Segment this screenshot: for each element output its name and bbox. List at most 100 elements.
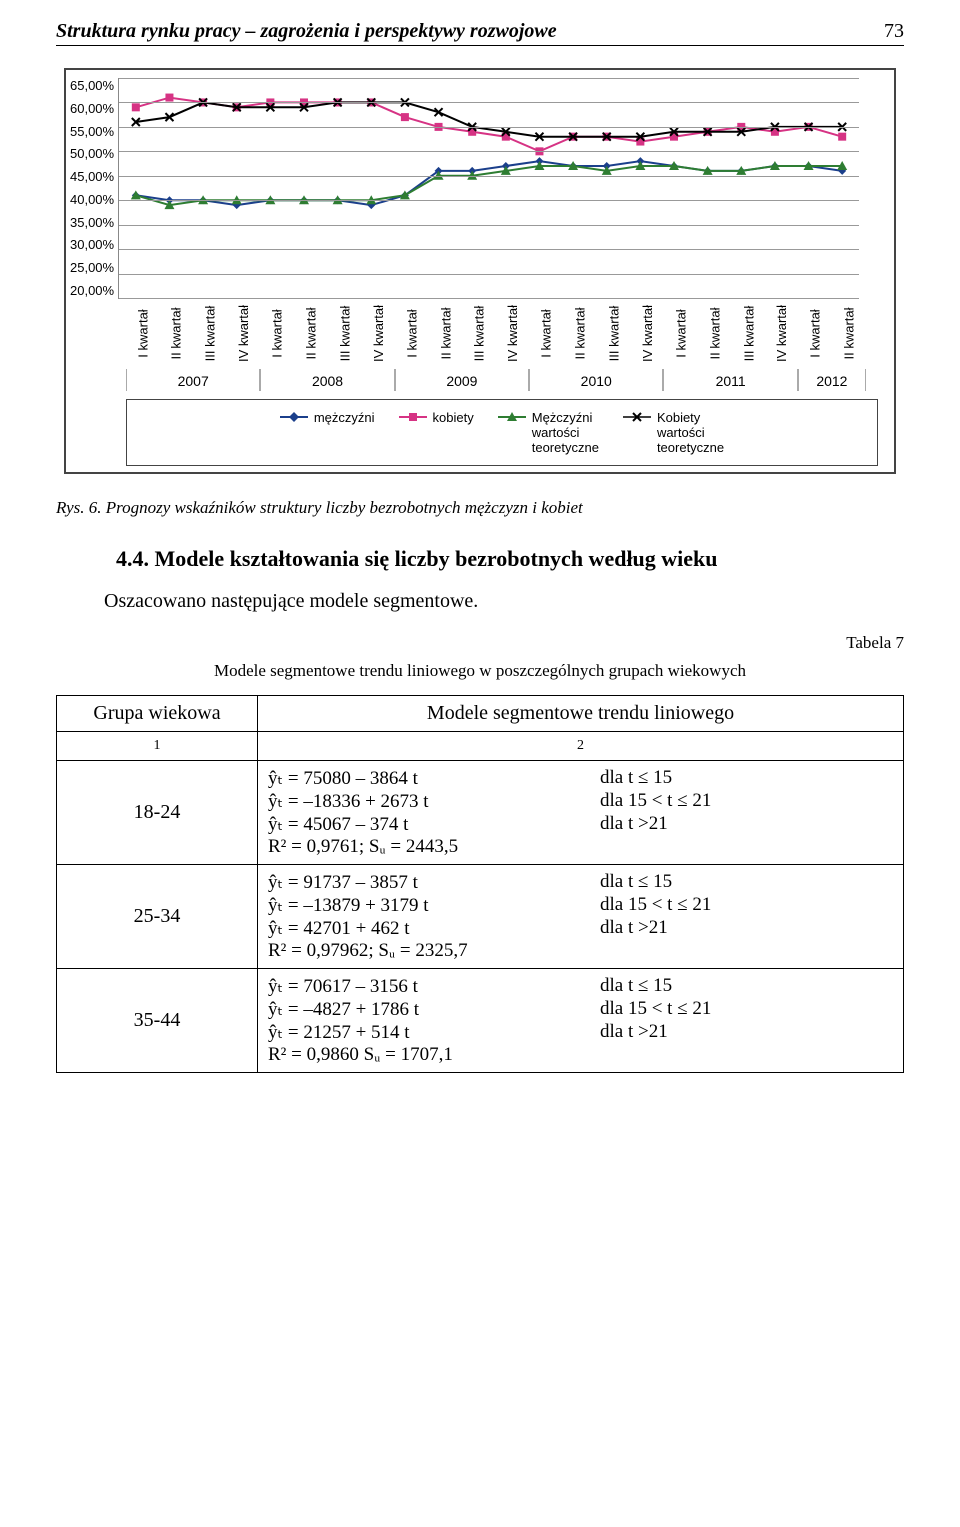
x-tick-label: II kwartał: [169, 307, 184, 359]
x-tick: I kwartał: [664, 299, 698, 369]
y-tick-label: 65,00%: [70, 78, 114, 93]
chart-y-axis: 65,00% 60,00% 55,00% 50,00% 45,00% 40,00% 35,0…: [70, 78, 118, 298]
y-tick-label: 20,00%: [70, 283, 114, 298]
series-line: [136, 98, 842, 152]
equation-expr: ŷₜ = 21257 + 514 t: [268, 1021, 568, 1044]
grid-line: [119, 249, 859, 250]
x-tick-label: III kwartał: [472, 306, 487, 362]
year-label: 2011: [663, 369, 797, 391]
y-tick-label: 60,00%: [70, 101, 114, 116]
diamond-icon: [280, 410, 308, 424]
group-cell: 18-24: [57, 761, 258, 865]
group-cell: 25-34: [57, 865, 258, 969]
equation-row: ŷₜ = 70617 – 3156 t dla t ≤ 15: [268, 975, 893, 998]
x-tick: IV kwartał: [361, 299, 395, 369]
x-tick: II kwartał: [698, 299, 732, 369]
grid-line: [119, 225, 859, 226]
chart-x-axis: I kwartałII kwartałIII kwartałIV kwartał…: [126, 299, 866, 369]
equation-expr: ŷₜ = 45067 – 374 t: [268, 813, 568, 836]
legend-label: kobiety: [433, 410, 474, 425]
series-line: [136, 161, 842, 205]
section-heading: 4.4. Modele kształtowania się liczby bez…: [116, 546, 904, 572]
year-label: 2012: [798, 369, 866, 391]
x-tick: II kwartał: [294, 299, 328, 369]
equation-expr: R² = 0,9761; Sᵤ = 2443,5: [268, 836, 568, 858]
equation-row: ŷₜ = –4827 + 1786 t dla 15 < t ≤ 21: [268, 998, 893, 1021]
grid-line: [119, 176, 859, 177]
year-label: 2010: [529, 369, 663, 391]
legend-item-mezczyzni-teor: Mężczyźni wartości teoretyczne: [498, 410, 599, 455]
table-row: 35-44ŷₜ = 70617 – 3156 tdla t ≤ 15ŷₜ = –…: [57, 969, 904, 1073]
chart-plot-area: [118, 78, 859, 299]
grid-line: [119, 78, 859, 79]
x-tick: II kwartał: [563, 299, 597, 369]
x-tick: II kwartał: [832, 299, 866, 369]
equation-cond: dla t >21: [600, 813, 668, 836]
table-models: Grupa wiekowa Modele segmentowe trendu l…: [56, 695, 904, 1073]
equation-expr: ŷₜ = –4827 + 1786 t: [268, 998, 568, 1021]
body-paragraph: Oszacowano następujące modele segmentowe…: [56, 590, 904, 613]
y-tick-label: 55,00%: [70, 124, 114, 139]
x-tick-label: I kwartał: [135, 309, 150, 357]
equation-cond: dla t ≤ 15: [600, 767, 672, 790]
x-tick: III kwartał: [462, 299, 496, 369]
x-tick-label: III kwartał: [203, 306, 218, 362]
x-tick: II kwartał: [429, 299, 463, 369]
equation-row: ŷₜ = –13879 + 3179 tdla 15 < t ≤ 21: [268, 894, 893, 917]
series-marker: [166, 94, 174, 102]
x-tick: IV kwartał: [496, 299, 530, 369]
x-tick: IV kwartał: [227, 299, 261, 369]
y-tick-label: 45,00%: [70, 169, 114, 184]
running-head: Struktura rynku pracy – zagrożenia i per…: [56, 20, 904, 46]
equation-expr: ŷₜ = –18336 + 2673 t: [268, 790, 568, 813]
table-idx-left: 1: [57, 732, 258, 761]
section-title: Modele kształtowania się liczby bezrobot…: [155, 546, 718, 571]
y-tick-label: 50,00%: [70, 146, 114, 161]
y-tick-label: 25,00%: [70, 260, 114, 275]
table-head-row: Grupa wiekowa Modele segmentowe trendu l…: [57, 696, 904, 732]
legend-item-kobiety-teor: Kobiety wartości teoretyczne: [623, 410, 724, 455]
equation-expr: ŷₜ = 91737 – 3857 t: [268, 871, 568, 894]
x-tick: II kwartał: [160, 299, 194, 369]
y-tick-label: 35,00%: [70, 215, 114, 230]
equation-expr: ŷₜ = 75080 – 3864 t: [268, 767, 568, 790]
grid-line: [119, 151, 859, 152]
equation-row: ŷₜ = 75080 – 3864 t dla t ≤ 15: [268, 767, 893, 790]
equation-cond: dla t >21: [600, 917, 668, 940]
equation-cond: dla 15 < t ≤ 21: [600, 998, 711, 1021]
equations-cell: ŷₜ = 75080 – 3864 t dla t ≤ 15 ŷₜ = –18336…: [258, 761, 904, 865]
grid-line: [119, 200, 859, 201]
equation-expr: ŷₜ = 70617 – 3156 t: [268, 975, 568, 998]
equation-row: ŷₜ = 91737 – 3857 tdla t ≤ 15: [268, 871, 893, 894]
legend-item-kobiety: kobiety: [399, 410, 474, 455]
equation-row: ŷₜ = 45067 – 374 t dla t >21: [268, 813, 893, 836]
x-tick-label: II kwartał: [842, 307, 857, 359]
year-label: 2007: [126, 369, 260, 391]
x-tick: I kwartał: [126, 299, 160, 369]
x-tick-label: II kwartał: [573, 307, 588, 359]
x-tick-label: IV kwartał: [640, 305, 655, 362]
y-tick-label: 40,00%: [70, 192, 114, 207]
equation-row: ŷₜ = 21257 + 514 tdla t >21: [268, 1021, 893, 1044]
x-tick-label: III kwartał: [337, 306, 352, 362]
triangle-icon: [498, 410, 526, 424]
equation-cond: dla 15 < t ≤ 21: [600, 790, 711, 813]
equation-expr: R² = 0,97962; Sᵤ = 2325,7: [268, 940, 568, 962]
equations-cell: ŷₜ = 91737 – 3857 tdla t ≤ 15ŷₜ = –13879…: [258, 865, 904, 969]
x-tick: I kwartał: [530, 299, 564, 369]
x-tick: IV kwartał: [631, 299, 665, 369]
series-marker: [132, 103, 140, 111]
x-tick: III kwartał: [732, 299, 766, 369]
table-number: Tabela 7: [56, 633, 904, 653]
x-tick-label: II kwartał: [304, 307, 319, 359]
x-tick: III kwartał: [328, 299, 362, 369]
table-idx-right: 2: [258, 732, 904, 761]
legend-label: Kobiety wartości teoretyczne: [657, 410, 724, 455]
x-tick-label: III kwartał: [606, 306, 621, 362]
x-tick: III kwartał: [597, 299, 631, 369]
group-cell: 35-44: [57, 969, 258, 1073]
x-marker-icon: [623, 410, 651, 424]
equation-cond: dla t ≤ 15: [600, 975, 672, 998]
grid-line: [119, 102, 859, 103]
x-tick-label: IV kwartał: [236, 305, 251, 362]
